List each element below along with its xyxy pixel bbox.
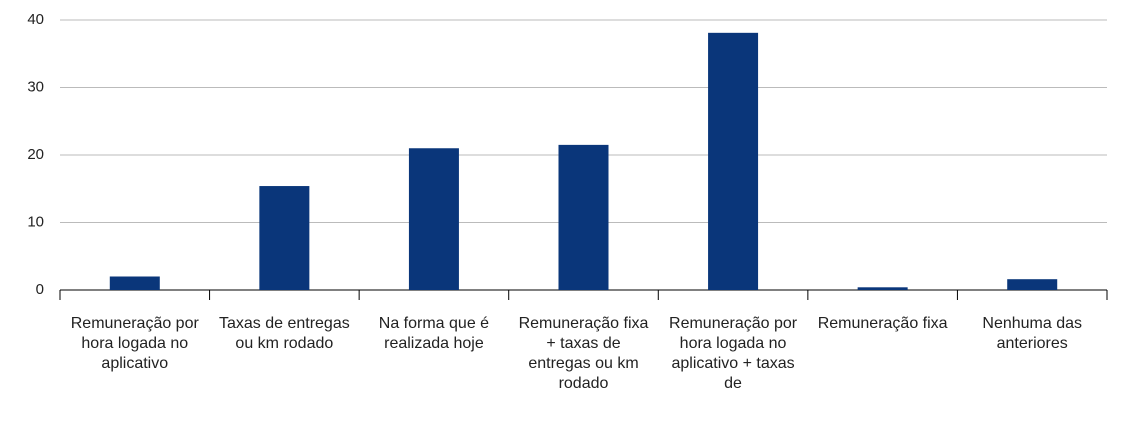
y-tick-label: 0 [36, 281, 44, 298]
bar [708, 32, 759, 290]
y-tick-label: 20 [27, 146, 44, 163]
x-tick-label: Remuneração fixa [817, 315, 948, 332]
y-tick-label: 40 [27, 11, 44, 28]
x-tick-label: Na forma que é realizada hoje [378, 315, 490, 352]
bar [857, 287, 908, 290]
y-tick-label: 30 [27, 78, 44, 95]
bar [558, 144, 609, 290]
x-tick-label: Nenhuma das anteriores [982, 315, 1083, 352]
x-tick-label: Taxas de entregas ou km rodado [218, 315, 350, 352]
bar [408, 148, 459, 290]
bar [259, 186, 310, 290]
bar [1007, 279, 1058, 290]
bar [109, 276, 160, 290]
y-tick-label: 10 [27, 213, 44, 230]
x-tick-label: Remuneração fixa + taxas de entregas ou … [518, 315, 649, 392]
x-tick-label: Remuneração por hora logada no aplicativ… [70, 315, 199, 372]
x-tick-label: Remuneração por hora logada no aplicativ… [669, 315, 798, 392]
